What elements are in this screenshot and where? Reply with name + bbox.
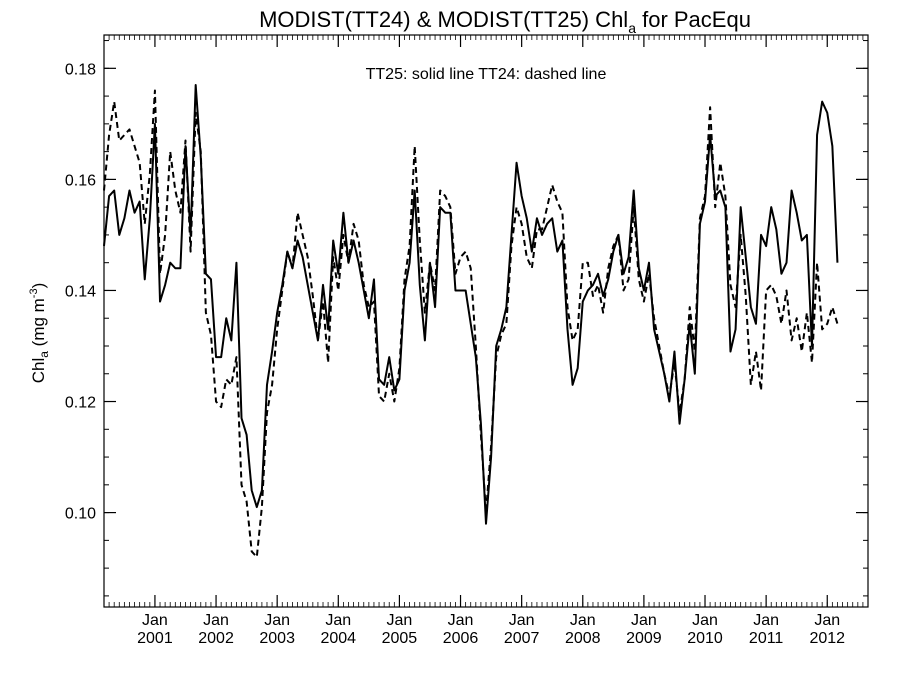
y-axis-label: Chla (mg m-3) (28, 283, 51, 384)
x-tick-month: Jan (142, 612, 168, 629)
axis-ticks (103, 35, 869, 607)
x-tick-year: 2001 (137, 630, 173, 647)
x-tick-month: Jan (570, 612, 596, 629)
x-tick-month: Jan (203, 612, 229, 629)
plot-frame (103, 34, 869, 608)
x-tick-month: Jan (631, 612, 657, 629)
x-tick-month: Jan (387, 612, 413, 629)
y-tick-label: 0.10 (65, 506, 96, 523)
x-tick-year: 2006 (443, 630, 479, 647)
x-tick-month: Jan (264, 612, 290, 629)
y-tick-label: 0.12 (65, 395, 96, 412)
x-tick-year: 2004 (320, 630, 356, 647)
x-tick-year: 2010 (687, 630, 723, 647)
x-tick-year: 2011 (749, 630, 784, 647)
x-tick-month: Jan (814, 612, 840, 629)
x-tick-year: 2012 (809, 630, 845, 647)
x-tick-month: Jan (692, 612, 718, 629)
x-tick-month: Jan (448, 612, 474, 629)
series-layer (103, 83, 839, 559)
chart-title: MODIST(TT24) & MODIST(TT25) Chla for Pac… (259, 7, 751, 36)
x-tick-year: 2003 (259, 630, 295, 647)
x-tick-year: 2002 (198, 630, 234, 647)
x-tick-year: 2009 (626, 630, 662, 647)
y-tick-label: 0.18 (65, 61, 96, 78)
y-tick-label: 0.14 (65, 283, 96, 300)
y-tick-label: 0.16 (65, 172, 96, 189)
x-tick-month: Jan (753, 612, 779, 629)
series-line-tt25 (103, 83, 839, 525)
tick-labels: 0.100.120.140.160.18Jan2001Jan2002Jan200… (65, 61, 845, 647)
series-line-tt24 (103, 89, 839, 559)
x-tick-year: 2007 (504, 630, 540, 647)
x-tick-month: Jan (325, 612, 351, 629)
legend-annotation: TT25: solid line TT24: dashed line (366, 66, 607, 83)
x-tick-month: Jan (509, 612, 535, 629)
x-tick-year: 2008 (565, 630, 601, 647)
x-tick-year: 2005 (382, 630, 418, 647)
